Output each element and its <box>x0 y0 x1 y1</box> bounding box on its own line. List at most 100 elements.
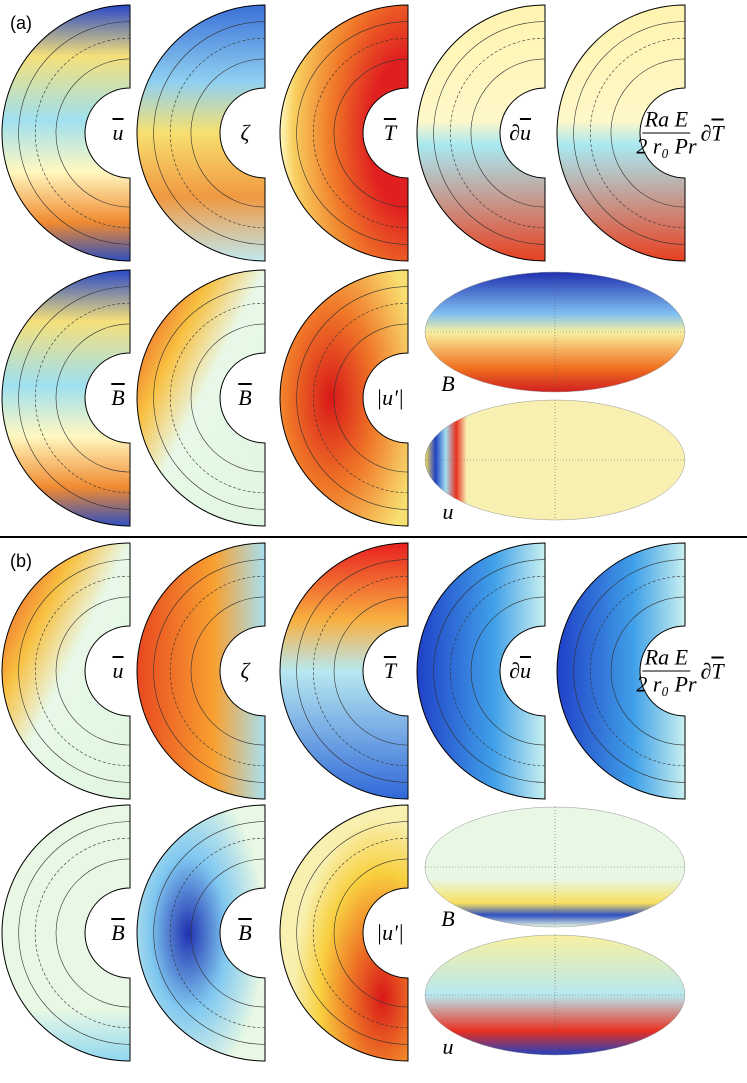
plot-label: uφ <box>113 658 124 684</box>
label-main: uφ <box>113 658 124 684</box>
label-main: Br <box>111 385 124 411</box>
contour <box>18 21 131 245</box>
label-part: Ra E <box>642 644 691 672</box>
contour <box>190 596 266 746</box>
label-part: |u <box>376 385 394 410</box>
plot-label: ur <box>443 499 454 525</box>
label-main: |ur'| <box>376 385 404 411</box>
contour <box>470 596 546 746</box>
contour <box>153 821 266 1045</box>
label-part: T <box>383 120 397 145</box>
label-part: u <box>442 499 454 524</box>
label-main: uφ <box>520 120 531 146</box>
contour <box>333 323 409 473</box>
plot-label: Br <box>111 385 124 411</box>
contour <box>18 286 131 510</box>
plot-label: Br <box>111 920 124 946</box>
contour <box>153 21 266 245</box>
label-main: ζ <box>241 120 250 146</box>
meridional-plot <box>136 269 266 527</box>
contour <box>433 21 546 245</box>
panel-label: (a) <box>10 13 32 33</box>
label-main: uφ <box>520 658 531 684</box>
label-main: ζ <box>241 658 250 684</box>
contour <box>153 559 266 783</box>
meridional-plot <box>416 542 546 800</box>
label-part: ζ <box>240 120 250 145</box>
label-main: Bφ <box>238 385 251 411</box>
meridional-plot <box>136 542 266 800</box>
label-part: ∂ <box>700 120 712 145</box>
plot-label: T <box>384 658 396 684</box>
label-part: B <box>441 371 455 396</box>
contour <box>296 821 409 1045</box>
label-part: u <box>519 120 531 145</box>
label-main: Br <box>441 371 454 397</box>
plot-label: ζ <box>241 120 250 146</box>
plot-label: Br <box>441 371 454 397</box>
contour <box>18 559 131 783</box>
label-main: Br <box>111 920 124 946</box>
contour <box>470 58 546 208</box>
meridional-plot <box>556 542 686 800</box>
contour <box>153 286 266 510</box>
contour <box>55 858 131 1008</box>
meridional-plot <box>279 804 409 1062</box>
contour <box>55 596 131 746</box>
meridional-plot <box>416 4 546 262</box>
label-main: ur <box>443 1034 454 1060</box>
label-main: ur <box>443 499 454 525</box>
contour <box>169 302 266 494</box>
plot-label: ∂zuφ <box>509 658 531 684</box>
contour <box>34 37 131 229</box>
plot-label: uφ <box>113 120 124 146</box>
label-part: B <box>238 385 252 410</box>
label-part: u <box>442 1034 454 1059</box>
label-part: ∂ <box>700 658 712 683</box>
label-part: 2 r₀ Pr <box>636 671 697 697</box>
label-main: |ur'| <box>376 920 404 946</box>
contour <box>333 596 409 746</box>
contour <box>449 575 546 767</box>
label-part: '| <box>393 385 404 410</box>
contour <box>34 575 131 767</box>
contour <box>190 58 266 208</box>
label-part: B <box>111 385 125 410</box>
label-main: T <box>711 658 723 684</box>
label-part: u <box>112 658 124 683</box>
contour <box>589 37 686 229</box>
panel-label: (b) <box>10 551 32 571</box>
contour <box>190 323 266 473</box>
contour <box>169 37 266 229</box>
meridional-plot <box>279 269 409 527</box>
contour <box>190 858 266 1008</box>
meridional-plot <box>1 542 131 800</box>
label-part: '| <box>393 920 404 945</box>
label-main: uφ <box>113 120 124 146</box>
meridional-plot <box>1 804 131 1062</box>
label-part: 2 r₀ Pr <box>636 133 697 159</box>
label-part: T <box>711 120 724 145</box>
contour <box>573 21 686 245</box>
plot-label: Bφ <box>238 920 251 946</box>
contour <box>333 858 409 1008</box>
plot-label: T <box>384 120 396 146</box>
label-part: B <box>111 920 125 945</box>
label-part: T <box>711 658 724 683</box>
plot-label: |ur'| <box>376 920 404 946</box>
label-part: u <box>519 658 531 683</box>
label-part: u <box>112 120 124 145</box>
meridional-plot <box>1 269 131 527</box>
label-part: Ra E <box>642 106 691 134</box>
contour <box>312 37 409 229</box>
contour <box>449 37 546 229</box>
contour <box>610 58 686 208</box>
contour <box>18 821 131 1045</box>
contour <box>55 58 131 208</box>
contour <box>169 575 266 767</box>
contour <box>55 323 131 473</box>
plot-label: ∂zuφ <box>509 120 531 146</box>
contour <box>296 559 409 783</box>
